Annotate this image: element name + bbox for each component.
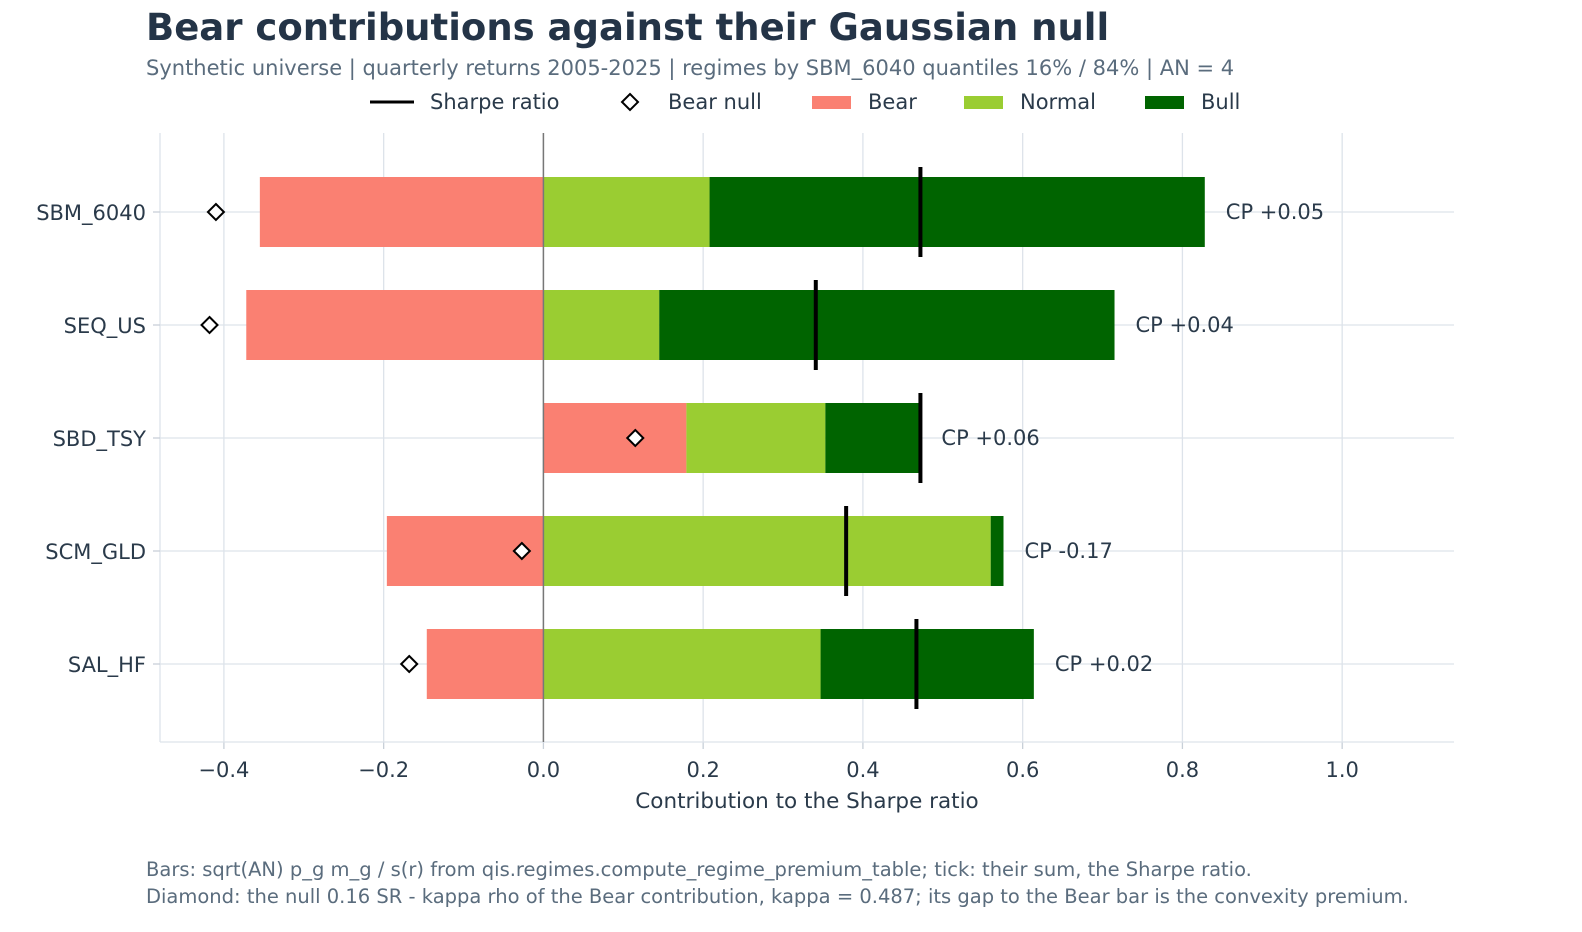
- x-tick-label: −0.4: [198, 758, 249, 782]
- y-tick-label: SEQ_US: [64, 314, 146, 339]
- legend-item-null: Bear null: [620, 89, 762, 115]
- labels: −0.4 −0.2 0.0 0.2 0.4 0.6 0.8 1.0 SBM_6040 SEQ_US…: [36, 200, 1359, 814]
- bar-bear: [259, 177, 544, 247]
- bear-null-diamond: [206, 202, 226, 222]
- footnote-line-2: Diamond: the null 0.16 SR - kappa rho of…: [146, 885, 1409, 908]
- y-tick-label: SBD_TSY: [53, 427, 147, 452]
- bear-null-diamond: [399, 654, 419, 674]
- cp-annotation: CP +0.02: [1055, 652, 1153, 676]
- markers: [200, 133, 923, 742]
- y-tick-label: SCM_GLD: [45, 540, 146, 565]
- legend-swatch-normal-icon: [964, 96, 1003, 109]
- legend-item-sharpe: Sharpe ratio: [370, 89, 560, 115]
- legend-swatch-bear-icon: [812, 96, 851, 109]
- x-tick-label: 0.2: [686, 758, 719, 782]
- bar-bull: [990, 516, 1004, 586]
- bear-null-diamond: [200, 315, 219, 335]
- legend-label-bear: Bear: [868, 90, 917, 114]
- legend-label-null: Bear null: [668, 90, 762, 114]
- y-tick-label: SBM_6040: [36, 201, 146, 226]
- legend-label-sharpe: Sharpe ratio: [430, 90, 560, 114]
- bar-bear: [543, 403, 687, 473]
- bar-normal: [543, 290, 660, 360]
- cp-annotation: CP -0.17: [1024, 539, 1112, 563]
- legend-label-normal: Normal: [1020, 90, 1096, 114]
- bar-bull: [659, 290, 1115, 360]
- chart-plot: −0.4 −0.2 0.0 0.2 0.4 0.6 0.8 1.0 SBM_6040 SEQ_US…: [36, 133, 1454, 814]
- x-tick-label: 0.0: [527, 758, 560, 782]
- bar-normal: [543, 177, 710, 247]
- legend-label-bull: Bull: [1201, 90, 1241, 114]
- cp-annotation: CP +0.04: [1136, 313, 1234, 337]
- legend-diamond-icon: [620, 92, 640, 112]
- legend-item-bear: Bear: [812, 89, 917, 115]
- bars: [246, 177, 1205, 699]
- chart-title: Bear contributions against their Gaussia…: [146, 6, 1110, 49]
- bar-bull: [825, 403, 920, 473]
- chart-subtitle: Synthetic universe | quarterly returns 2…: [146, 56, 1235, 80]
- y-tick-label: SAL_HF: [68, 653, 146, 678]
- x-tick-label: 0.8: [1166, 758, 1199, 782]
- bar-bear: [246, 290, 544, 360]
- x-tick-label: 1.0: [1325, 758, 1358, 782]
- cp-annotation: CP +0.06: [941, 426, 1039, 450]
- x-tick-label: 0.4: [846, 758, 879, 782]
- bear-null-diamond: [625, 428, 645, 448]
- legend-swatch-bull-icon: [1145, 96, 1184, 109]
- footnote: Bars: sqrt(AN) p_g m_g / s(r) from qis.r…: [146, 856, 1409, 910]
- bar-normal: [686, 403, 826, 473]
- x-tick-label: −0.2: [358, 758, 409, 782]
- bar-normal: [543, 516, 991, 586]
- footnote-line-1: Bars: sqrt(AN) p_g m_g / s(r) from qis.r…: [146, 858, 1252, 881]
- cp-annotation: CP +0.05: [1226, 200, 1324, 224]
- bar-bull: [709, 177, 1205, 247]
- x-axis-label: Contribution to the Sharpe ratio: [635, 789, 978, 814]
- bear-null-diamond: [512, 541, 532, 561]
- bar-bear: [426, 629, 544, 699]
- x-tick-label: 0.6: [1006, 758, 1039, 782]
- bar-bull: [820, 629, 1034, 699]
- legend-line-icon: [370, 100, 414, 104]
- legend-item-bull: Bull: [1145, 89, 1240, 115]
- legend-item-normal: Normal: [964, 89, 1096, 115]
- bar-normal: [543, 629, 821, 699]
